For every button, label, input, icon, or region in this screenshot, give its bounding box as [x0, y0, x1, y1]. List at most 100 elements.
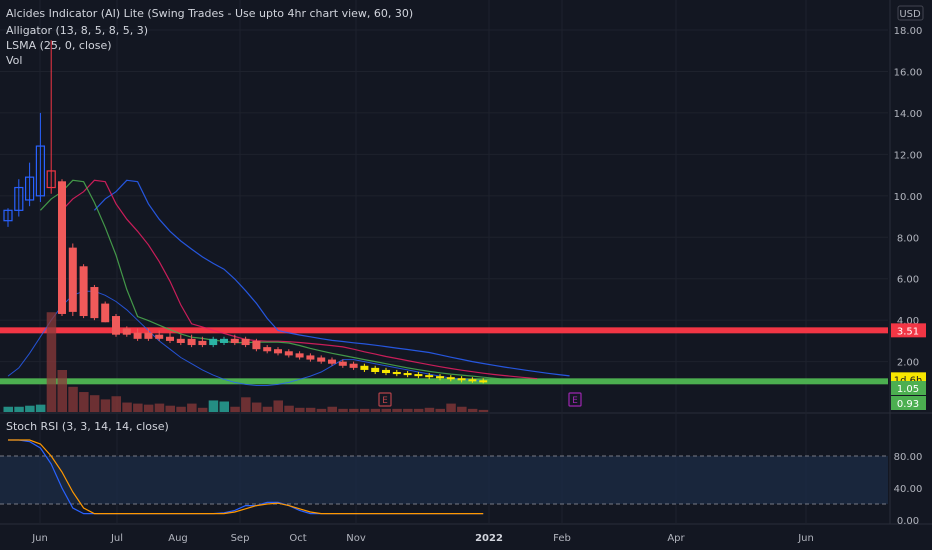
candle-body — [112, 316, 120, 335]
volume-bar — [435, 408, 445, 412]
stoch-rsi-band — [0, 455, 888, 505]
volume-bar — [122, 402, 132, 412]
volume-bar — [197, 407, 208, 412]
candle-body — [306, 355, 315, 360]
candle-body — [349, 363, 358, 368]
price-tick-label: 12.00 — [894, 150, 923, 161]
time-label: Aug — [168, 533, 188, 544]
candle-body — [446, 377, 455, 380]
overbought-oversold-band — [0, 456, 888, 504]
volume-bar — [284, 405, 294, 412]
volume-bar — [359, 408, 370, 412]
candles — [3, 40, 488, 384]
legend-alligator[interactable]: Alligator (13, 8, 5, 8, 5, 3) — [6, 24, 149, 37]
candle-body — [230, 338, 239, 343]
volume-bar — [111, 396, 121, 412]
volume-bar — [241, 397, 251, 412]
alligator-lips-line — [39, 179, 516, 381]
currency-label: USD — [899, 9, 921, 20]
price-tag: 0.93 — [891, 396, 926, 410]
legend-main[interactable]: Alcides Indicator (AI) Lite (Swing Trade… — [6, 7, 414, 20]
price-tag-text: 1d 6h — [894, 375, 923, 386]
candle-body — [371, 367, 380, 372]
candle-body — [274, 349, 282, 354]
price-axis[interactable]: USD 18.00 16.00 14.00 12.00 10.00 8.00 6.00 4.00… — [894, 5, 924, 527]
volume-bar — [305, 407, 316, 412]
earnings-marker-label: E — [572, 396, 578, 406]
candle-body — [25, 176, 35, 201]
volume-bar — [25, 405, 35, 412]
candle-body — [295, 353, 304, 358]
candle-body — [436, 376, 444, 379]
price-tick-label: 18.00 — [894, 26, 923, 37]
price-tick-label: 10.00 — [894, 192, 923, 203]
candle-body — [338, 361, 347, 366]
time-label: Sep — [231, 533, 250, 544]
earnings-marker-box — [568, 392, 582, 407]
candle-body — [35, 145, 46, 197]
earnings-marker: E — [378, 392, 392, 407]
candle-body — [241, 338, 250, 346]
price-tag-bg — [891, 381, 926, 395]
price-tag-text: 0.93 — [897, 399, 919, 410]
time-label: Feb — [553, 533, 571, 544]
volume-bar — [381, 408, 391, 412]
candle-body — [133, 332, 142, 339]
stoch-d-line — [8, 439, 484, 515]
candle-body — [328, 359, 336, 364]
earnings-marker-label: E — [382, 396, 388, 406]
time-label: Nov — [346, 533, 366, 544]
candle-body — [166, 336, 174, 341]
time-label: Apr — [667, 533, 685, 544]
candle-body — [220, 338, 228, 343]
candle-body — [122, 328, 131, 335]
volume-bar — [457, 406, 467, 412]
grid — [0, 0, 932, 525]
time-label: Jun — [797, 533, 814, 544]
volume-bar — [392, 408, 402, 412]
price-tag-text: 1.05 — [897, 384, 919, 395]
candle-body — [479, 380, 488, 383]
volume-bar — [176, 406, 186, 412]
volume-bar — [251, 402, 262, 412]
volume-bar — [338, 408, 348, 412]
candle-body — [79, 266, 88, 317]
volume-bar — [424, 407, 435, 412]
candle-body — [3, 209, 13, 222]
rsi-tick-label: 0.00 — [897, 516, 919, 527]
time-label: 2022 — [475, 533, 503, 544]
volume-bar — [187, 403, 197, 412]
volume-bar — [230, 406, 240, 412]
legend-vol[interactable]: Vol — [6, 54, 23, 67]
alligator-teeth-line — [61, 179, 538, 380]
legend-stoch-rsi[interactable]: Stoch RSI (3, 3, 14, 14, close) — [6, 420, 169, 433]
price-tag: 3.51 — [891, 323, 926, 338]
volume-bar — [219, 401, 229, 412]
candle-body — [176, 338, 185, 343]
price-tick-label: 16.00 — [894, 67, 923, 78]
volume-bar — [262, 406, 273, 412]
volume-bar — [133, 403, 143, 412]
candle-body — [68, 247, 77, 312]
resistance-level — [0, 327, 888, 334]
time-label: Oct — [289, 533, 306, 544]
candle-body — [14, 186, 24, 211]
candle-body — [198, 340, 207, 346]
price-tag-bg — [891, 396, 926, 410]
volume-bar — [100, 399, 111, 412]
time-axis[interactable]: Jun Jul Aug Sep Oct Nov 2022 Feb Apr Jun — [31, 533, 814, 544]
volume-bar — [295, 407, 305, 412]
time-label: Jul — [110, 533, 123, 544]
volume-bar — [14, 406, 24, 412]
candle-body — [414, 374, 423, 377]
price-tags: 3.51 1d 6h1.05 0.93 — [891, 323, 926, 410]
price-tag-text: 3.51 — [897, 326, 919, 337]
candle-body — [360, 365, 369, 370]
candle-body — [468, 379, 477, 382]
candle-body — [457, 378, 466, 381]
currency-box — [897, 5, 924, 21]
candle-body — [392, 372, 401, 375]
legend-lsma[interactable]: LSMA (25, 0, close) — [6, 39, 112, 52]
